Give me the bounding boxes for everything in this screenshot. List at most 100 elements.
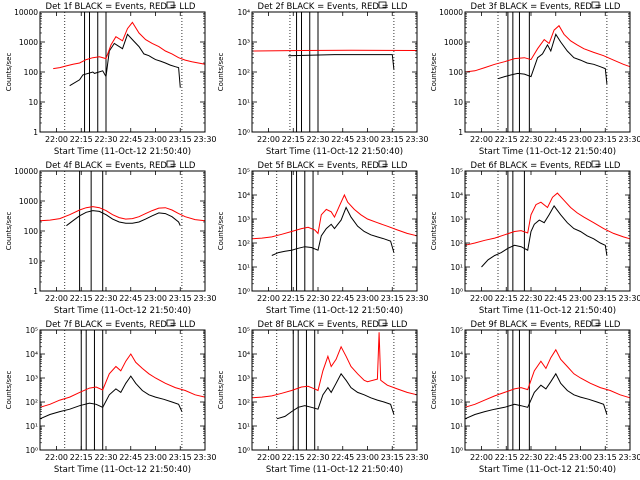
panel-title: Det 2f BLACK = Events, RED = LLD	[258, 2, 408, 12]
y-tick-label: 100	[24, 227, 39, 236]
y-axis-label: Counts/sec	[430, 53, 438, 92]
x-tick-label: 23:30	[405, 135, 428, 144]
x-tick-label: 22:15	[495, 294, 518, 303]
x-tick-label: 23:30	[193, 453, 216, 462]
y-tick-label: 10⁰	[450, 287, 463, 296]
x-tick-label: 23:15	[381, 453, 404, 462]
x-tick-label: 23:15	[594, 135, 617, 144]
x-axis-label: Start Time (11-Oct-12 21:50:40)	[266, 465, 403, 475]
panel-title-marker	[166, 1, 175, 9]
y-axis-label: Counts/sec	[5, 212, 13, 251]
x-tick-label: 23:00	[144, 294, 167, 303]
x-tick-label: 22:45	[119, 135, 142, 144]
y-tick-label: 10⁴	[237, 350, 250, 359]
y-tick-label: 10000	[14, 167, 38, 176]
y-tick-label: 10²	[237, 239, 250, 248]
panel-title: Det 5f BLACK = Events, RED = LLD	[258, 161, 408, 171]
x-axis-label: Start Time (11-Oct-12 21:50:40)	[54, 465, 191, 475]
panel-title-marker	[378, 1, 387, 9]
panel-5: Det 5f BLACK = Events, RED = LLD Counts/s…	[217, 160, 429, 316]
y-tick-label: 10⁵	[450, 326, 463, 335]
panel-title-marker	[378, 160, 387, 168]
y-tick-label: 10¹	[237, 263, 250, 272]
y-axis-label: Counts/sec	[217, 371, 225, 410]
y-tick-label: 10⁴	[25, 350, 38, 359]
x-tick-label: 23:00	[356, 453, 379, 462]
panel-title-marker	[378, 319, 387, 327]
x-tick-label: 22:30	[306, 453, 329, 462]
x-tick-label: 23:00	[144, 453, 167, 462]
events-series-line	[481, 204, 608, 268]
y-tick-label: 10⁰	[237, 287, 250, 296]
y-tick-label: 10⁰	[237, 128, 250, 137]
y-tick-label: 10¹	[450, 263, 463, 272]
x-tick-label: 22:00	[470, 294, 493, 303]
x-tick-label: 22:45	[119, 453, 142, 462]
events-series-line	[497, 33, 608, 84]
x-tick-label: 23:00	[144, 135, 167, 144]
x-tick-label: 23:30	[193, 294, 216, 303]
y-tick-label: 1	[33, 287, 38, 296]
x-tick-label: 23:30	[405, 453, 428, 462]
lld-series-line	[464, 192, 631, 246]
plot-frame	[251, 329, 418, 451]
lld-series-line	[464, 348, 631, 408]
plot-frame	[464, 329, 631, 451]
y-axis-label: Counts/sec	[217, 212, 225, 251]
x-tick-label: 22:30	[519, 294, 542, 303]
y-tick-label: 10³	[237, 374, 250, 383]
y-tick-label: 1000	[444, 38, 463, 47]
x-tick-label: 22:15	[70, 294, 93, 303]
y-tick-label: 10⁵	[237, 167, 250, 176]
y-tick-label: 10³	[237, 38, 250, 47]
y-tick-label: 10¹	[25, 422, 38, 431]
lld-series-line	[39, 206, 206, 222]
panel-3: Det 3f BLACK = Events, RED = LLD Counts/s…	[430, 1, 640, 157]
x-tick-label: 23:15	[594, 294, 617, 303]
x-tick-label: 22:45	[544, 294, 567, 303]
x-tick-label: 22:00	[45, 135, 68, 144]
x-tick-label: 22:00	[257, 453, 280, 462]
panel-title: Det 1f BLACK = Events, RED = LLD	[46, 2, 196, 12]
x-axis-label: Start Time (11-Oct-12 21:50:40)	[479, 306, 616, 316]
y-tick-label: 10	[28, 257, 38, 266]
x-tick-label: 22:45	[331, 453, 354, 462]
y-tick-label: 10¹	[450, 422, 463, 431]
y-tick-label: 10⁰	[450, 446, 463, 455]
x-axis-label: Start Time (11-Oct-12 21:50:40)	[479, 465, 616, 475]
y-tick-label: 10⁵	[237, 326, 250, 335]
x-tick-label: 23:00	[356, 135, 379, 144]
y-tick-label: 100	[449, 68, 464, 77]
y-tick-label: 10²	[25, 398, 38, 407]
y-tick-label: 10000	[439, 8, 463, 17]
x-tick-label: 23:30	[618, 453, 640, 462]
lld-series-line	[464, 24, 631, 73]
x-tick-label: 22:15	[495, 453, 518, 462]
x-tick-label: 22:30	[519, 135, 542, 144]
y-tick-label: 10²	[450, 398, 463, 407]
x-tick-label: 22:45	[331, 294, 354, 303]
x-tick-label: 22:45	[119, 294, 142, 303]
plot-frame	[39, 329, 206, 451]
x-axis-label: Start Time (11-Oct-12 21:50:40)	[54, 147, 191, 157]
y-tick-label: 10²	[237, 68, 250, 77]
panel-title-marker	[166, 319, 175, 327]
x-tick-label: 23:00	[569, 294, 592, 303]
events-series-line	[271, 206, 395, 256]
y-tick-label: 10³	[25, 374, 38, 383]
y-tick-label: 10⁴	[450, 350, 463, 359]
x-tick-label: 22:30	[94, 294, 117, 303]
x-tick-label: 22:15	[282, 294, 305, 303]
x-tick-label: 23:00	[569, 453, 592, 462]
x-tick-label: 22:00	[257, 135, 280, 144]
y-tick-label: 10⁴	[450, 191, 463, 200]
y-tick-label: 10¹	[237, 422, 250, 431]
x-axis-label: Start Time (11-Oct-12 21:50:40)	[266, 147, 403, 157]
panel-9: Det 9f BLACK = Events, RED = LLD Counts/s…	[430, 319, 640, 475]
x-tick-label: 23:30	[405, 294, 428, 303]
x-axis-label: Start Time (11-Oct-12 21:50:40)	[479, 147, 616, 157]
y-tick-label: 10³	[450, 215, 463, 224]
x-tick-label: 22:00	[45, 453, 68, 462]
x-tick-label: 22:15	[282, 135, 305, 144]
